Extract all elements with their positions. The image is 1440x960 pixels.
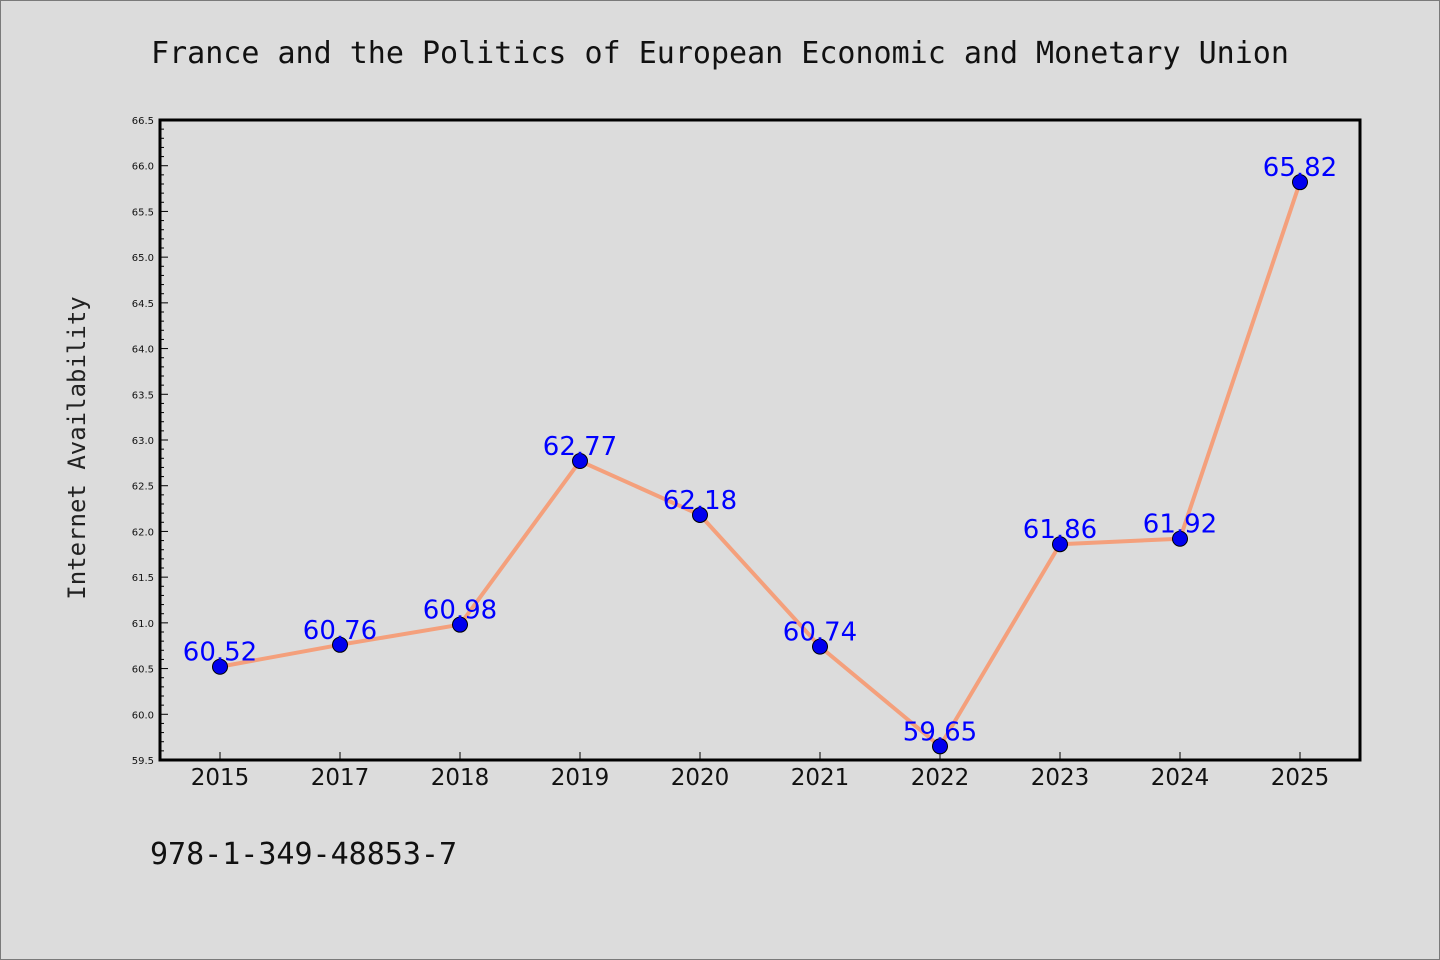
- y-tick-label: 65.0: [132, 253, 154, 264]
- y-tick-label: 61.5: [132, 573, 154, 584]
- y-tick-label: 64.5: [132, 299, 154, 310]
- x-tick-label: 2023: [1031, 765, 1090, 791]
- y-tick-label: 66.0: [132, 162, 154, 173]
- data-label: 60.76: [303, 616, 377, 646]
- y-tick-label: 62.5: [132, 482, 154, 493]
- plot-area: [160, 120, 1360, 760]
- data-label: 59.65: [903, 717, 977, 747]
- data-label: 60.74: [783, 618, 857, 648]
- series-line-group: [220, 182, 1300, 746]
- y-tick-label: 62.0: [132, 527, 154, 538]
- data-label: 60.52: [183, 638, 257, 668]
- y-tick-label: 60.0: [132, 710, 154, 721]
- x-tick-label: 2018: [431, 765, 490, 791]
- data-label: 65.82: [1263, 153, 1337, 183]
- y-tick-label: 61.0: [132, 619, 154, 630]
- x-tick-label: 2015: [191, 765, 250, 791]
- data-label: 60.98: [423, 596, 497, 626]
- y-tick-label: 64.0: [132, 345, 154, 356]
- x-tick-label: 2019: [551, 765, 610, 791]
- y-tick-label: 63.0: [132, 436, 154, 447]
- data-label: 62.77: [543, 432, 617, 462]
- chart-title: France and the Politics of European Econ…: [151, 36, 1289, 71]
- y-tick-label: 59.5: [132, 756, 154, 767]
- data-label: 61.86: [1023, 515, 1097, 545]
- line-chart: France and the Politics of European Econ…: [0, 0, 1440, 960]
- y-axis-ticks: 59.5 60.0 60.5 61.0 61.5 62.0 62.5 63.0 63.5 64.0…: [132, 116, 168, 767]
- x-tick-label: 2024: [1151, 765, 1210, 791]
- data-label: 62.18: [663, 486, 737, 516]
- y-tick-label: 63.5: [132, 390, 154, 401]
- series-line: [220, 182, 1300, 746]
- x-tick-label: 2020: [671, 765, 730, 791]
- x-axis-ticks: 2015 2017 2018 2019 2020 2021 2022 2023 2024 2025: [191, 752, 1330, 791]
- data-label: 61.92: [1143, 510, 1217, 540]
- x-tick-label: 2017: [311, 765, 370, 791]
- y-tick-label: 60.5: [132, 665, 154, 676]
- data-labels: 60.52 60.76 60.98 62.77 62.18 60.74 59.65 61.86…: [183, 153, 1337, 747]
- x-tick-label: 2022: [911, 765, 970, 791]
- y-axis-label: Internet Availability: [63, 296, 91, 599]
- x-tick-label: 2025: [1271, 765, 1330, 791]
- series-markers: [213, 175, 1308, 754]
- y-tick-label: 65.5: [132, 207, 154, 218]
- isbn-text: 978-1-349-48853-7: [150, 837, 457, 872]
- x-tick-label: 2021: [791, 765, 850, 791]
- y-tick-label: 66.5: [132, 116, 154, 127]
